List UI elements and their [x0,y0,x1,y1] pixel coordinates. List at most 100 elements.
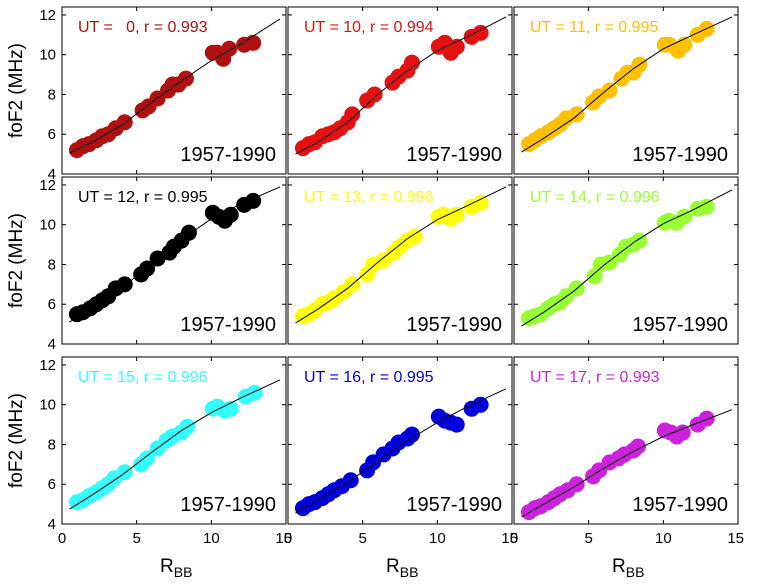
period-label: 1957-1990 [180,144,276,166]
plot-frame [287,356,513,525]
data-point [601,82,618,99]
annotation: UT = 13, r = 0.996 [304,189,434,206]
x-tick-label: 15 [501,530,518,547]
fit-curve [295,388,507,514]
data-point [406,228,423,245]
data-point [177,70,194,87]
annotation: UT = 10, r = 0.994 [304,19,434,36]
panel-6: UT = 14, r = 0.996 1957-1990 [513,176,739,345]
annotation: UT = 17, r = 0.993 [530,369,660,386]
annotation: UT = 16, r = 0.995 [304,369,434,386]
fit-curve [69,379,281,510]
panel-3: UT = 11, r = 0.995 1957-1990 [513,6,739,175]
period-label: 1957-1990 [406,144,502,166]
plot-frame [287,176,513,345]
plot-frame [287,6,513,175]
period-label: 1957-1990 [180,494,276,516]
x-tick-label: 5 [132,530,140,547]
x-axis-label: RBB [612,556,644,580]
y-tick-label: 10 [39,397,56,414]
data-point [586,268,603,285]
annotation: UT = 0, r = 0.993 [78,19,208,36]
x-tick-label: 5 [584,530,592,547]
y-axis-label: foF2 (MHz) [6,43,27,138]
data-point [448,416,465,433]
x-tick-label: 0 [58,530,66,547]
data-point [221,40,238,57]
data-point [246,384,263,401]
y-tick-label: 6 [48,296,56,313]
x-axis-label: RBB [386,556,418,580]
y-tick-label: 4 [48,336,56,353]
plot-frame [513,356,739,525]
y-tick-label: 4 [48,166,56,183]
y-tick-label: 6 [48,476,56,493]
y-tick-label: 8 [48,436,56,453]
data-point [472,396,489,413]
y-axis-label: foF2 (MHz) [6,393,27,488]
data-point [403,54,420,71]
period-label: 1957-1990 [406,494,502,516]
data-point [568,476,585,493]
y-tick-label: 10 [39,217,56,234]
annotation: UT = 12, r = 0.995 [78,189,208,206]
fit-curve [295,16,507,155]
panel-5: UT = 13, r = 0.996 1957-1990 [287,176,513,345]
plot-frame [61,6,287,175]
data-point [403,426,420,443]
fit-curve [521,16,733,153]
fit-curve [295,186,507,324]
data-point [344,106,361,123]
period-label: 1957-1990 [180,314,276,336]
x-axis-label-subscript: BB [400,564,419,580]
x-tick-label: 10 [655,530,672,547]
y-tick-label: 6 [48,126,56,143]
plot-frame [61,356,287,525]
period-label: 1957-1990 [632,494,728,516]
data-point [139,450,156,467]
data-point [472,194,489,211]
x-tick-label: 15 [727,530,744,547]
plot-frame [513,176,739,345]
data-point [698,410,715,427]
x-tick-label: 5 [358,530,366,547]
y-tick-label: 12 [39,357,56,374]
period-label: 1957-1990 [632,144,728,166]
panel-7: 0 5 10 15 4 6 8 10 12 foF2 (MHz) RBB UT = 15, r = 0… [6,356,292,580]
data-point [116,464,133,481]
period-label: 1957-1990 [406,314,502,336]
data-point [629,438,646,455]
x-axis-label: RBB [160,556,192,580]
annotation: UT = 11, r = 0.995 [530,19,658,36]
data-point [448,206,465,223]
data-point [698,198,715,215]
data-point [472,24,489,41]
x-tick-label: 10 [203,530,220,547]
x-tick-label: 0 [284,530,292,547]
panel-4: 4 6 8 10 12 foF2 (MHz) UT = 12, r = 0.995 1957-… [6,176,287,353]
panel-8: 0 5 10 15 RBB UT = 16, r = 0.995 1957-1990 [284,356,518,580]
y-tick-label: 8 [48,86,56,103]
data-point [366,86,383,103]
x-axis-label-subscript: BB [626,564,645,580]
period-label: 1957-1990 [632,314,728,336]
annotation: UT = 14, r = 0.996 [530,189,660,206]
y-tick-label: 4 [48,516,56,533]
fit-curve [69,186,281,323]
panel-9: 0 5 10 15 RBB UT = 17, r = 0.993 1957-1990 [510,356,744,580]
annotation: UT = 15, r = 0.996 [78,369,208,386]
data-point [676,208,693,225]
y-axis-label: foF2 (MHz) [6,213,27,308]
x-tick-label: 15 [275,530,292,547]
data-point [245,34,262,51]
y-tick-label: 12 [39,7,56,24]
plot-frame [513,6,739,175]
data-point [674,424,691,441]
y-tick-label: 12 [39,177,56,194]
fit-curve [69,18,281,154]
y-tick-label: 10 [39,47,56,64]
fit-curve [521,409,733,518]
data-point [116,114,133,131]
data-point [448,38,465,55]
x-axis-label-subscript: BB [174,564,193,580]
